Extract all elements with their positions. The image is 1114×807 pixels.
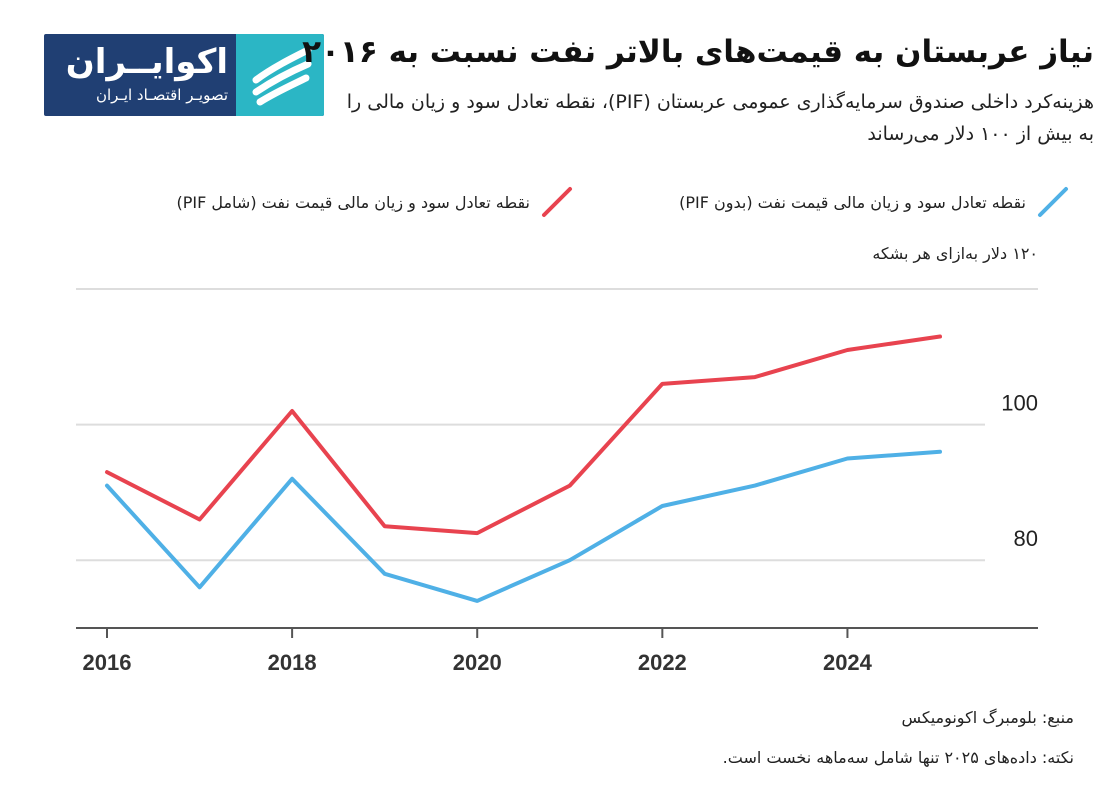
brand-mark (236, 34, 324, 116)
y-tick-label-120: ۱۲۰ دلار به‌ازای هر بشکه (872, 244, 1038, 263)
legend-label-without-pif: نقطه تعادل سود و زیان مالی قیمت نفت (بدو… (679, 192, 1026, 212)
source-note: منبع: بلومبرگ اکونومیکس (901, 708, 1074, 727)
series-line-0 (105, 449, 942, 603)
x-tick-label-2020: 2020 (453, 650, 502, 675)
x-tick-label-2016: 2016 (83, 650, 132, 675)
series-line-1 (105, 334, 942, 536)
y-tick-label-100: 100 (1001, 391, 1038, 416)
legend-label-with-pif: نقطه تعادل سود و زیان مالی قیمت نفت (شام… (176, 192, 530, 212)
y-tick-label-80: 80 (1014, 526, 1038, 551)
legend-swatch-without-pif (1038, 187, 1068, 217)
brand-logo: اکوایــران تصویـر اقتصـاد ایـران (44, 34, 324, 116)
x-tick-label-2022: 2022 (638, 650, 687, 675)
legend-swatch-line-0 (1038, 187, 1068, 217)
gridlines (76, 288, 1038, 562)
brand-text: اکوایــران تصویـر اقتصـاد ایـران (46, 40, 228, 106)
legend-swatch-with-pif (542, 187, 572, 217)
legend-item-with-pif: نقطه تعادل سود و زیان مالی قیمت نفت (شام… (176, 182, 574, 222)
chart-title: نیاز عربستان به قیمت‌های بالاتر نفت نسبت… (302, 34, 1094, 70)
legend-item-without-pif: نقطه تعادل سود و زیان مالی قیمت نفت (بدو… (679, 182, 1070, 222)
x-tick-labels: 2016 2018 2020 2022 2024 (83, 650, 873, 675)
x-tick-label-2024: 2024 (823, 650, 873, 675)
legend-swatch-line-1 (542, 187, 572, 217)
x-axis (76, 627, 1038, 638)
brand-tagline: تصویـر اقتصـاد ایـران (95, 86, 228, 104)
x-tick-label-2018: 2018 (268, 650, 317, 675)
brand-name: اکوایــران (65, 42, 228, 82)
series-lines (105, 334, 942, 603)
feather-stripes-icon (252, 46, 312, 106)
chart-subtitle: هزینه‌کرد داخلی صندوق سرمایه‌گذاری عمومی… (346, 91, 1094, 145)
y-tick-labels: 100 80 (1001, 391, 1038, 552)
data-note: نکته: داده‌های ۲۰۲۵ تنها شامل سه‌ماهه نخ… (722, 748, 1074, 767)
